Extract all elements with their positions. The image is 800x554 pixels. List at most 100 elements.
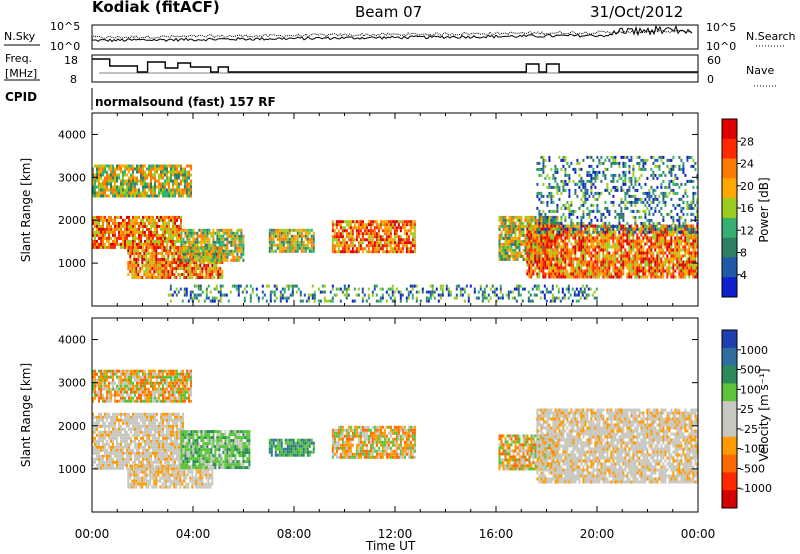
echo-cell	[516, 245, 519, 249]
echo-cell	[526, 227, 529, 231]
echo-cell	[566, 161, 569, 165]
echo-cell	[508, 236, 511, 240]
echo-cell	[224, 231, 227, 235]
echo-cell	[624, 155, 627, 159]
echo-cell	[552, 239, 555, 243]
echo-cell	[151, 264, 154, 267]
echo-cell	[411, 220, 414, 224]
echo-cell	[411, 284, 414, 288]
echo-cell	[568, 248, 571, 252]
echo-cell	[674, 191, 677, 195]
echo-cell	[162, 215, 164, 219]
echo-cell	[146, 185, 148, 189]
echo-cell	[564, 188, 567, 192]
echo-cell	[124, 224, 126, 228]
echo-cell	[612, 224, 615, 228]
echo-cell	[536, 236, 539, 240]
echo-cell	[150, 221, 152, 225]
echo-cell	[167, 261, 170, 264]
echo-cell	[104, 176, 106, 180]
echo-cell	[183, 293, 186, 297]
echo-cell	[498, 218, 501, 222]
echo-cell	[566, 182, 569, 186]
echo-cell	[648, 272, 651, 276]
echo-cell	[622, 236, 625, 240]
echo-cell	[586, 197, 589, 201]
echo-cell	[638, 176, 641, 180]
echo-cell	[654, 188, 657, 192]
echo-cell	[219, 296, 222, 300]
echo-cell	[670, 272, 673, 276]
echo-cell	[204, 228, 207, 232]
echo-cell	[678, 197, 681, 201]
echo-cell	[668, 248, 671, 252]
echo-cell	[165, 276, 168, 279]
echo-cell	[668, 272, 671, 276]
echo-cell	[692, 185, 695, 189]
echo-cell	[636, 275, 639, 279]
echo-cell	[670, 245, 673, 249]
echo-cell	[606, 263, 609, 267]
echo-cell	[130, 224, 132, 228]
echo-cell	[365, 244, 368, 248]
echo-cell	[638, 254, 641, 258]
echo-cell	[616, 269, 619, 273]
echo-cell	[129, 261, 132, 264]
echo-cell	[652, 227, 655, 231]
echo-cell	[550, 257, 553, 261]
echo-cell	[162, 182, 164, 186]
freq-label: Freq.	[5, 52, 32, 65]
echo-cell	[530, 233, 533, 237]
echo-cell	[141, 258, 144, 261]
echo-cell	[222, 237, 225, 241]
echo-cell	[522, 221, 525, 225]
echo-cell	[349, 250, 352, 254]
echo-cell	[524, 218, 527, 222]
echo-cell	[98, 185, 100, 189]
echo-cell	[606, 272, 609, 276]
echo-cell	[361, 226, 364, 230]
echo-cell	[204, 240, 207, 244]
echo-cell	[176, 185, 178, 189]
echo-cell	[365, 250, 368, 254]
echo-cell	[620, 251, 623, 255]
echo-cell	[498, 245, 501, 249]
echo-cell	[518, 230, 521, 234]
echo-cell	[169, 284, 172, 288]
echo-cell	[144, 188, 146, 192]
echo-cell	[146, 194, 148, 198]
echo-cell	[688, 245, 691, 249]
echo-cell	[124, 191, 126, 195]
echo-cell	[202, 255, 205, 259]
echo-cell	[130, 230, 132, 234]
echo-cell	[632, 227, 635, 231]
echo-cell	[102, 191, 104, 195]
echo-cell	[528, 218, 531, 222]
echo-cell	[636, 155, 639, 159]
echo-cell	[586, 260, 589, 264]
echo-cell	[159, 264, 162, 267]
echo-cell	[512, 254, 515, 258]
echo-cell	[353, 250, 356, 254]
echo-cell	[556, 263, 559, 267]
echo-cell	[680, 233, 683, 237]
echo-cell	[626, 191, 629, 195]
echo-cell	[138, 242, 140, 246]
echo-cell	[411, 241, 414, 245]
echo-cell	[98, 230, 100, 234]
echo-cell	[343, 247, 346, 251]
echo-cell	[407, 293, 410, 297]
echo-cell	[381, 238, 384, 242]
echo-cell	[552, 224, 555, 228]
echo-cell	[112, 176, 114, 180]
echo-cell	[606, 209, 609, 213]
echo-cell	[162, 221, 164, 225]
echo-cell	[230, 258, 233, 262]
echo-cell	[413, 241, 416, 245]
echo-cell	[632, 239, 635, 243]
echo-cell	[632, 266, 635, 270]
echo-cell	[276, 234, 279, 238]
echo-cell	[640, 158, 643, 162]
echo-cell	[536, 191, 539, 195]
echo-cell	[650, 224, 653, 228]
